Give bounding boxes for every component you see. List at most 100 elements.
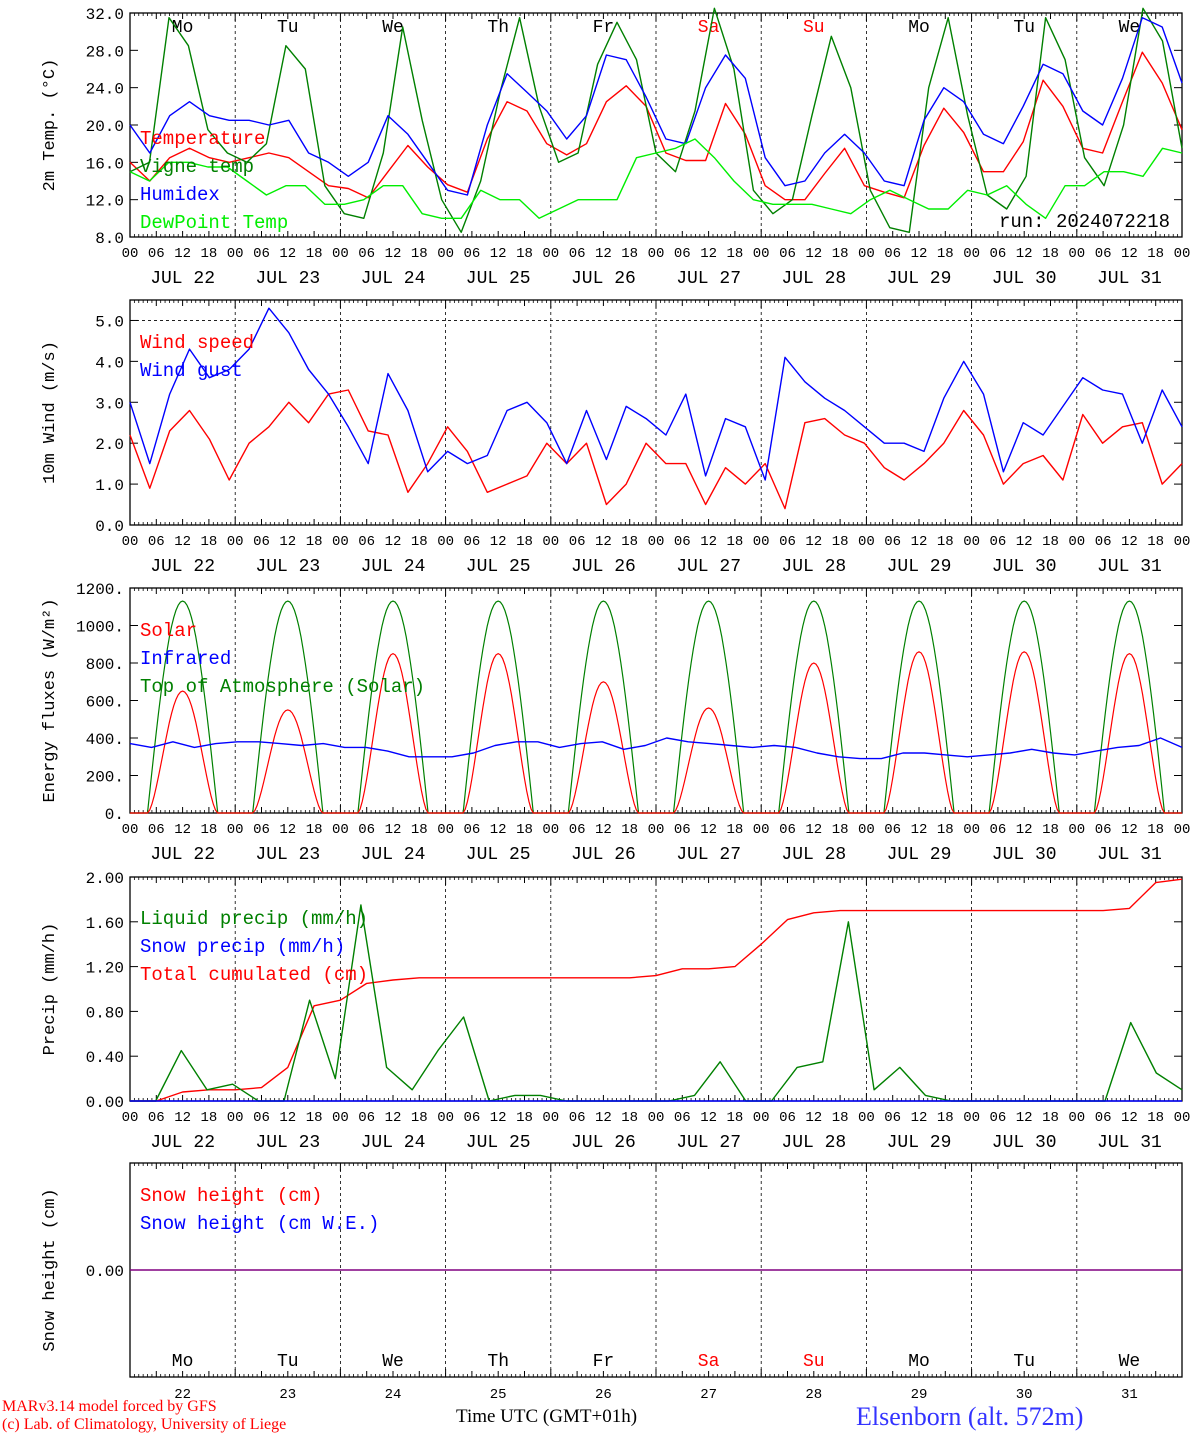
day-number-label: 31 xyxy=(1121,1387,1138,1403)
date-label: JUL 25 xyxy=(466,269,531,289)
y-tick-label: 4.0 xyxy=(95,354,124,372)
hour-label: 12 xyxy=(385,246,402,262)
hour-label: 12 xyxy=(805,1110,822,1126)
y-tick-label: 32.0 xyxy=(86,6,124,24)
hour-label: 18 xyxy=(516,534,533,550)
hour-label: 12 xyxy=(911,246,928,262)
hour-label: 00 xyxy=(332,1110,349,1126)
date-label: JUL 23 xyxy=(255,845,320,865)
hour-label: 18 xyxy=(200,822,217,838)
hour-label: 12 xyxy=(490,534,507,550)
hour-label: 00 xyxy=(1174,246,1191,262)
hour-label: 18 xyxy=(411,246,428,262)
hour-label: 00 xyxy=(858,246,875,262)
hour-label: 06 xyxy=(569,534,586,550)
date-label: JUL 28 xyxy=(781,845,846,865)
hour-label: 00 xyxy=(437,1110,454,1126)
legend-item: Wind speed xyxy=(140,332,254,354)
hour-label: 12 xyxy=(279,246,296,262)
date-label: JUL 30 xyxy=(992,557,1057,577)
date-label: JUL 31 xyxy=(1097,845,1162,865)
day-number-label: 29 xyxy=(911,1387,928,1403)
hour-label: 00 xyxy=(332,534,349,550)
hour-label: 06 xyxy=(779,534,796,550)
hour-label: 00 xyxy=(963,246,980,262)
day-number-label: 30 xyxy=(1016,1387,1033,1403)
hour-label: 18 xyxy=(937,822,954,838)
y-tick-label: 20.0 xyxy=(86,118,124,136)
hour-label: 00 xyxy=(332,822,349,838)
series-line-temperature xyxy=(129,51,1183,201)
y-tick-label: 12.0 xyxy=(86,193,124,211)
y-tick-label: 200. xyxy=(86,769,124,787)
hour-label: 06 xyxy=(569,1110,586,1126)
y-tick-label: 28.0 xyxy=(86,43,124,61)
hour-label: 00 xyxy=(437,246,454,262)
hour-label: 06 xyxy=(989,1110,1006,1126)
hour-label: 06 xyxy=(674,1110,691,1126)
copyright-credit: (c) Lab. of Climatology, University of L… xyxy=(2,1416,287,1433)
day-number-label: 28 xyxy=(805,1387,822,1403)
hour-label: 12 xyxy=(279,1110,296,1126)
day-number-label: 23 xyxy=(279,1387,296,1403)
hour-label: 00 xyxy=(122,246,139,262)
hour-label: 18 xyxy=(411,534,428,550)
hour-label: 12 xyxy=(490,822,507,838)
hour-label: 12 xyxy=(1121,822,1138,838)
hour-label: 00 xyxy=(648,822,665,838)
hour-label: 06 xyxy=(884,1110,901,1126)
hour-label: 12 xyxy=(911,822,928,838)
hour-label: 12 xyxy=(595,1110,612,1126)
hour-label: 12 xyxy=(1016,534,1033,550)
date-label: JUL 23 xyxy=(255,269,320,289)
hour-label: 06 xyxy=(1095,534,1112,550)
hour-label: 18 xyxy=(516,1110,533,1126)
legend-item: Humidex xyxy=(140,184,220,206)
date-label: JUL 29 xyxy=(887,557,952,577)
hour-label: 06 xyxy=(358,1110,375,1126)
legend-item: Snow precip (mm/h) xyxy=(140,936,345,958)
y-tick-label: 1.60 xyxy=(86,915,124,933)
y-axis-label-wind: 10m Wind (m/s) xyxy=(41,341,60,484)
date-label: JUL 25 xyxy=(466,557,531,577)
hour-label: 00 xyxy=(122,822,139,838)
hour-label: 18 xyxy=(516,822,533,838)
hour-label: 00 xyxy=(227,246,244,262)
day-number-label: 22 xyxy=(174,1387,191,1403)
hour-label: 18 xyxy=(1147,246,1164,262)
date-label: JUL 24 xyxy=(361,269,426,289)
hour-label: 06 xyxy=(358,246,375,262)
date-label: JUL 29 xyxy=(887,269,952,289)
hour-label: 00 xyxy=(542,822,559,838)
legend-item: Liquid precip (mm/h) xyxy=(140,908,368,930)
hour-label: 18 xyxy=(832,246,849,262)
series-line-humidex xyxy=(129,17,1183,196)
y-tick-label: 5.0 xyxy=(95,313,124,331)
hour-label: 06 xyxy=(253,1110,270,1126)
date-label: JUL 28 xyxy=(781,557,846,577)
footer-model: MARv3.14 model forced by GFS (c) Lab. of… xyxy=(2,1398,286,1434)
date-label: JUL 31 xyxy=(1097,1133,1162,1153)
hour-label: 06 xyxy=(1095,1110,1112,1126)
date-label: JUL 22 xyxy=(150,269,215,289)
hour-label: 00 xyxy=(227,822,244,838)
hour-label: 18 xyxy=(411,1110,428,1126)
date-label: JUL 30 xyxy=(992,845,1057,865)
hour-label: 00 xyxy=(1068,822,1085,838)
y-tick-label: 0. xyxy=(105,806,124,824)
legend-item: Total cumulated (cm) xyxy=(140,964,368,986)
y-axis-label-energy: Energy fluxes (W/m²) xyxy=(41,598,60,802)
date-label: JUL 27 xyxy=(676,557,741,577)
hour-label: 00 xyxy=(1174,534,1191,550)
legend-item: DewPoint Temp xyxy=(140,212,288,234)
day-number-label: 25 xyxy=(490,1387,507,1403)
hour-label: 18 xyxy=(937,246,954,262)
date-label: JUL 25 xyxy=(466,1133,531,1153)
hour-label: 18 xyxy=(516,246,533,262)
hour-label: 18 xyxy=(306,534,323,550)
hour-label: 12 xyxy=(805,246,822,262)
hour-label: 12 xyxy=(1016,1110,1033,1126)
legend-item: Infrared xyxy=(140,648,231,670)
hour-label: 18 xyxy=(726,534,743,550)
hour-label: 18 xyxy=(306,246,323,262)
